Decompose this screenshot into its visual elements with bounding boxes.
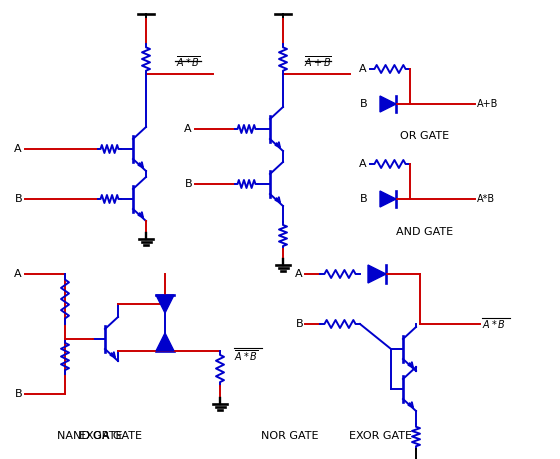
Text: EXOR GATE: EXOR GATE — [348, 431, 412, 441]
Text: $\overline{A*B}$: $\overline{A*B}$ — [176, 54, 200, 69]
Polygon shape — [156, 295, 174, 313]
Polygon shape — [368, 265, 386, 283]
Text: A: A — [360, 159, 367, 169]
Text: B: B — [360, 194, 367, 204]
Text: AND GATE: AND GATE — [396, 227, 454, 237]
Text: $\overline{A+B}$: $\overline{A+B}$ — [304, 54, 332, 69]
Text: B: B — [184, 179, 192, 189]
Polygon shape — [380, 191, 396, 207]
Polygon shape — [156, 333, 174, 351]
Text: B: B — [15, 389, 22, 399]
Text: $\overline{A*B}$: $\overline{A*B}$ — [234, 348, 259, 364]
Text: A: A — [15, 269, 22, 279]
Text: B: B — [360, 99, 367, 109]
Text: B: B — [15, 194, 22, 204]
Text: A*B: A*B — [477, 194, 495, 204]
Text: A: A — [360, 64, 367, 74]
Polygon shape — [380, 96, 396, 112]
Text: A+B: A+B — [477, 99, 498, 109]
Text: $\overline{A*B}$: $\overline{A*B}$ — [482, 317, 507, 331]
Text: A: A — [295, 269, 303, 279]
Text: EXOR GATE: EXOR GATE — [78, 431, 142, 441]
Text: NAND GATE: NAND GATE — [57, 431, 123, 441]
Text: A: A — [15, 144, 22, 154]
Text: B: B — [295, 319, 303, 329]
Text: OR GATE: OR GATE — [400, 131, 450, 141]
Text: NOR GATE: NOR GATE — [262, 431, 319, 441]
Text: A: A — [184, 124, 192, 134]
